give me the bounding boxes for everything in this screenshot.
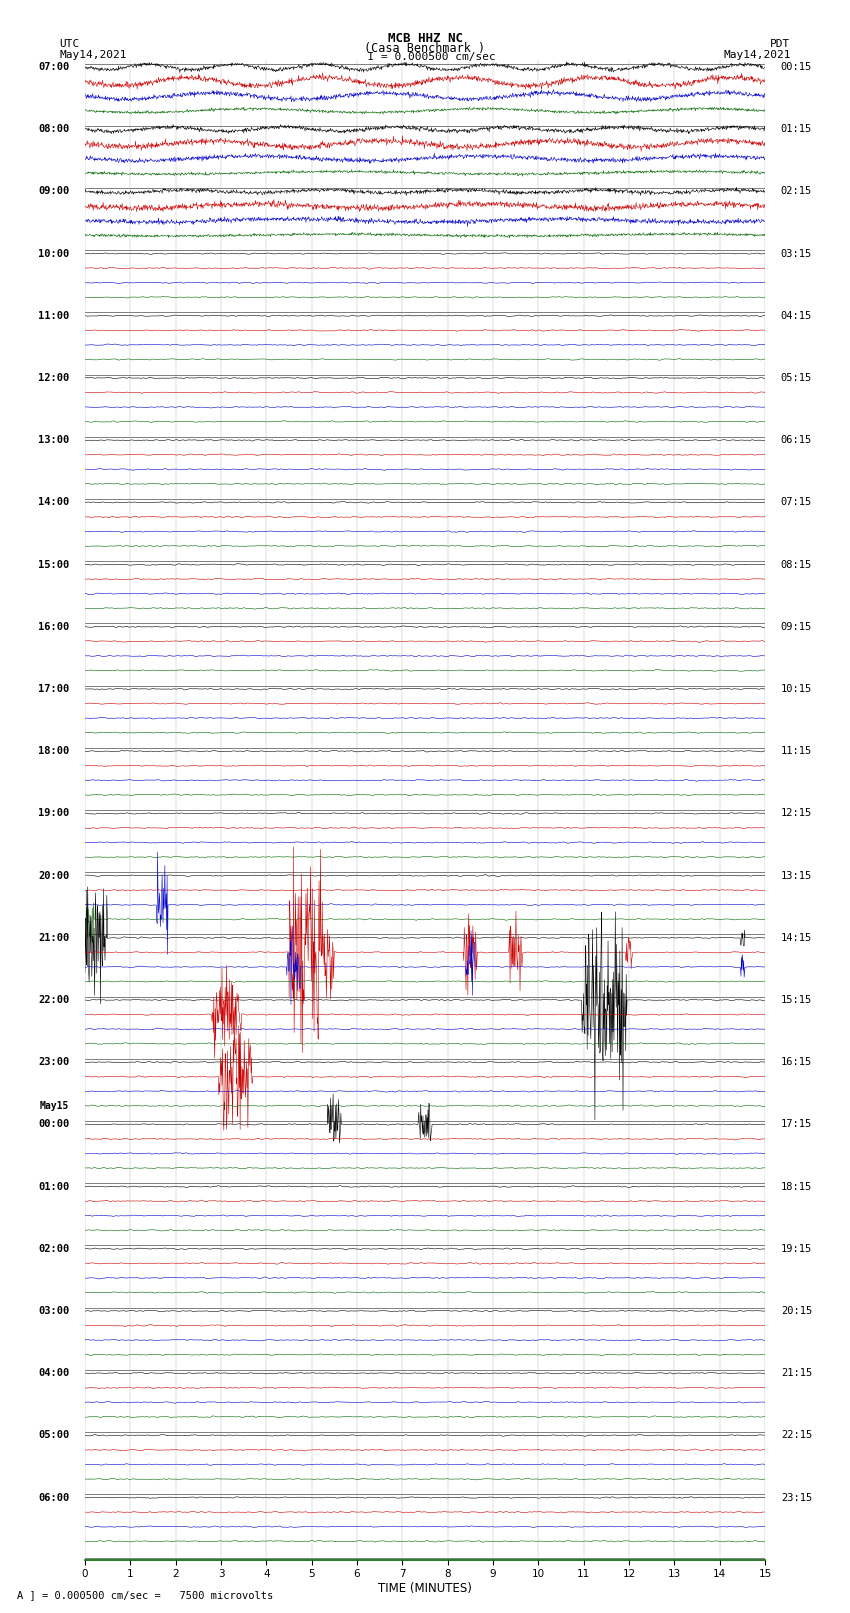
Text: 12:15: 12:15 <box>781 808 812 818</box>
Text: 21:15: 21:15 <box>781 1368 812 1378</box>
Text: 22:00: 22:00 <box>38 995 69 1005</box>
Text: 14:00: 14:00 <box>38 497 69 508</box>
Text: 10:00: 10:00 <box>38 248 69 258</box>
Text: 21:00: 21:00 <box>38 932 69 942</box>
Text: 18:15: 18:15 <box>781 1182 812 1192</box>
Text: 11:15: 11:15 <box>781 747 812 756</box>
Text: 15:00: 15:00 <box>38 560 69 569</box>
Text: PDT
May14,2021: PDT May14,2021 <box>723 39 791 60</box>
Text: 16:15: 16:15 <box>781 1057 812 1068</box>
Text: 09:00: 09:00 <box>38 187 69 197</box>
Text: 08:15: 08:15 <box>781 560 812 569</box>
Text: 13:15: 13:15 <box>781 871 812 881</box>
Text: 05:00: 05:00 <box>38 1431 69 1440</box>
Text: 05:15: 05:15 <box>781 373 812 382</box>
Text: 06:00: 06:00 <box>38 1492 69 1503</box>
Text: 00:00: 00:00 <box>38 1119 69 1129</box>
Text: 04:00: 04:00 <box>38 1368 69 1378</box>
Text: 06:15: 06:15 <box>781 436 812 445</box>
Text: 16:00: 16:00 <box>38 621 69 632</box>
Text: 18:00: 18:00 <box>38 747 69 756</box>
Text: 01:15: 01:15 <box>781 124 812 134</box>
Text: 01:00: 01:00 <box>38 1182 69 1192</box>
Text: 03:15: 03:15 <box>781 248 812 258</box>
Text: 15:15: 15:15 <box>781 995 812 1005</box>
Text: 04:15: 04:15 <box>781 311 812 321</box>
Text: UTC
May14,2021: UTC May14,2021 <box>60 39 127 60</box>
Text: 08:00: 08:00 <box>38 124 69 134</box>
Text: 23:00: 23:00 <box>38 1057 69 1068</box>
Text: (Casa Benchmark ): (Casa Benchmark ) <box>365 42 485 55</box>
Text: 07:15: 07:15 <box>781 497 812 508</box>
Text: 11:00: 11:00 <box>38 311 69 321</box>
Text: 00:15: 00:15 <box>781 61 812 73</box>
Text: 13:00: 13:00 <box>38 436 69 445</box>
Text: 07:00: 07:00 <box>38 61 69 73</box>
Text: A ] = 0.000500 cm/sec =   7500 microvolts: A ] = 0.000500 cm/sec = 7500 microvolts <box>17 1590 273 1600</box>
Text: 02:15: 02:15 <box>781 187 812 197</box>
Text: 20:00: 20:00 <box>38 871 69 881</box>
Text: 17:00: 17:00 <box>38 684 69 694</box>
Text: I = 0.000500 cm/sec: I = 0.000500 cm/sec <box>354 52 496 61</box>
Text: 23:15: 23:15 <box>781 1492 812 1503</box>
Text: 22:15: 22:15 <box>781 1431 812 1440</box>
Text: 20:15: 20:15 <box>781 1307 812 1316</box>
Text: 03:00: 03:00 <box>38 1307 69 1316</box>
Text: 19:15: 19:15 <box>781 1244 812 1253</box>
Text: 14:15: 14:15 <box>781 932 812 942</box>
Text: MCB HHZ NC: MCB HHZ NC <box>388 32 462 45</box>
Text: 17:15: 17:15 <box>781 1119 812 1129</box>
Text: 12:00: 12:00 <box>38 373 69 382</box>
Text: 19:00: 19:00 <box>38 808 69 818</box>
Text: May15: May15 <box>40 1100 69 1111</box>
Text: 09:15: 09:15 <box>781 621 812 632</box>
Text: 02:00: 02:00 <box>38 1244 69 1253</box>
X-axis label: TIME (MINUTES): TIME (MINUTES) <box>378 1582 472 1595</box>
Text: 10:15: 10:15 <box>781 684 812 694</box>
